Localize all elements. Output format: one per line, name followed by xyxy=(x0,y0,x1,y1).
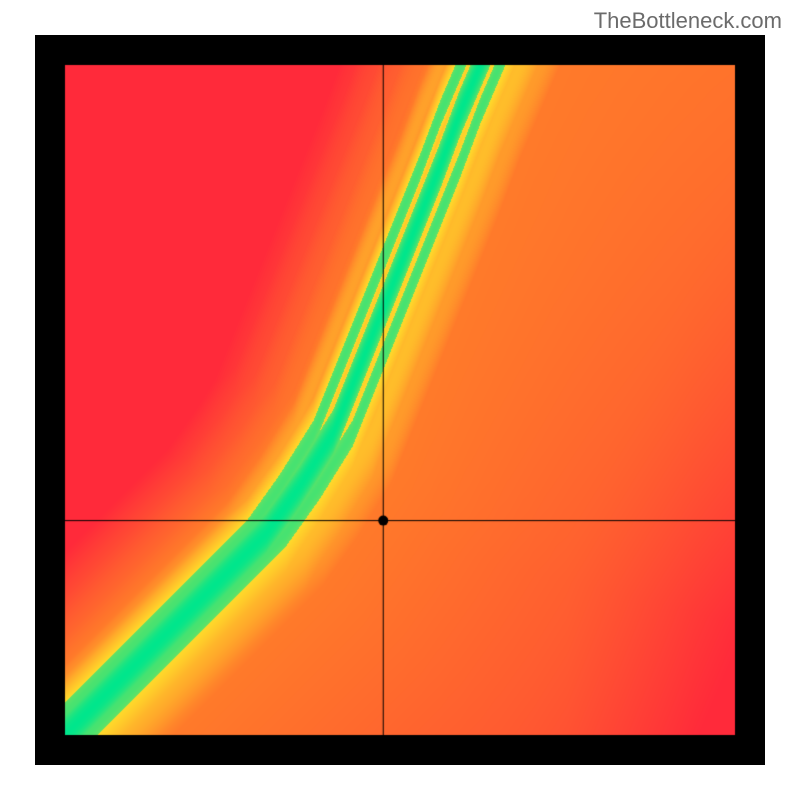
plot-frame xyxy=(35,35,765,765)
chart-container: TheBottleneck.com xyxy=(0,0,800,800)
watermark-text: TheBottleneck.com xyxy=(594,8,782,34)
heatmap-canvas xyxy=(35,35,765,765)
